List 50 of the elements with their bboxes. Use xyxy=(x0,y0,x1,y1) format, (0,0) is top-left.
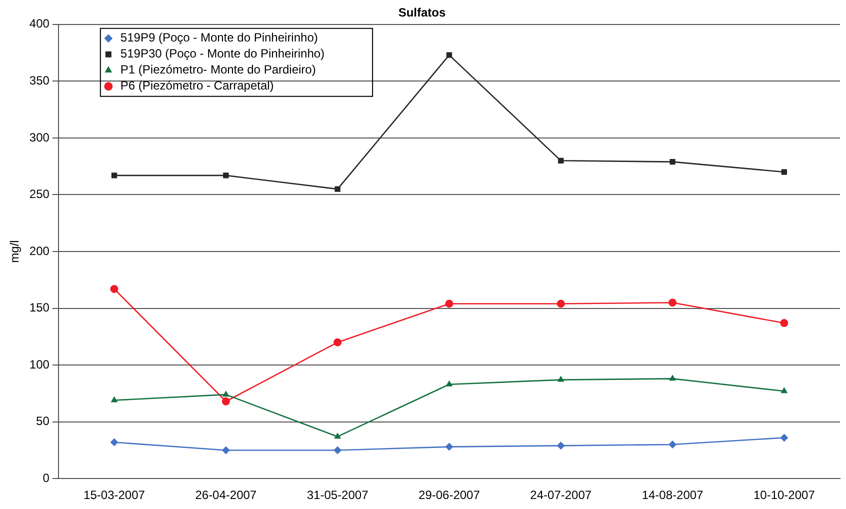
x-tick-label: 31-05-2007 xyxy=(306,488,369,502)
point xyxy=(223,172,229,178)
y-tick-label: 300 xyxy=(29,130,50,144)
point xyxy=(111,172,118,178)
point xyxy=(780,387,788,394)
legend-label: P1 (Piezómetro- Monte do Pardieiro) xyxy=(120,62,316,77)
point xyxy=(556,442,565,450)
y-tick-label: 200 xyxy=(29,244,50,258)
y-tick-label: 400 xyxy=(29,16,50,31)
point xyxy=(445,442,454,451)
x-tick-label: 10-10-2007 xyxy=(753,488,816,502)
point xyxy=(222,390,230,397)
chart-title: Sulfatos xyxy=(398,6,446,20)
y-tick-label: 50 xyxy=(36,414,50,428)
point xyxy=(668,440,677,449)
legend-label: 519P9 (Poço - Monte do Pinheirinho) xyxy=(120,30,318,45)
point xyxy=(110,284,118,293)
point xyxy=(445,300,454,308)
x-tick-label: 15-03-2007 xyxy=(84,488,146,502)
point xyxy=(222,397,230,406)
point xyxy=(669,374,676,381)
y-axis-title: mg/l xyxy=(8,240,22,263)
point xyxy=(110,438,118,446)
point xyxy=(334,446,342,454)
point xyxy=(557,376,564,382)
x-tick-label: 14-08-2007 xyxy=(642,488,704,502)
point xyxy=(780,319,788,328)
x-tick-label: 29-06-2007 xyxy=(418,488,480,502)
point xyxy=(558,158,564,164)
point xyxy=(668,298,677,307)
point xyxy=(446,380,453,386)
y-tick-label: 350 xyxy=(29,73,50,88)
point xyxy=(670,158,676,165)
y-tick-label: 150 xyxy=(29,300,50,315)
y-tick-label: 100 xyxy=(29,357,50,372)
y-tick-label: 250 xyxy=(29,187,50,202)
point xyxy=(446,52,452,58)
point xyxy=(222,446,230,454)
y-tick-label: 0 xyxy=(42,470,50,485)
point xyxy=(334,432,342,439)
point xyxy=(110,396,118,402)
point xyxy=(781,169,787,175)
point xyxy=(334,338,342,346)
point xyxy=(556,300,565,308)
point xyxy=(780,434,788,442)
legend-label: 519P30 (Poço - Monte do Pinheirinho) xyxy=(120,46,325,61)
point xyxy=(334,186,340,192)
x-tick-label: 26-04-2007 xyxy=(195,488,257,502)
x-tick-label: 24-07-2007 xyxy=(530,488,592,502)
legend-label: P6 (Piezómetro - Carrapetal) xyxy=(120,78,274,93)
